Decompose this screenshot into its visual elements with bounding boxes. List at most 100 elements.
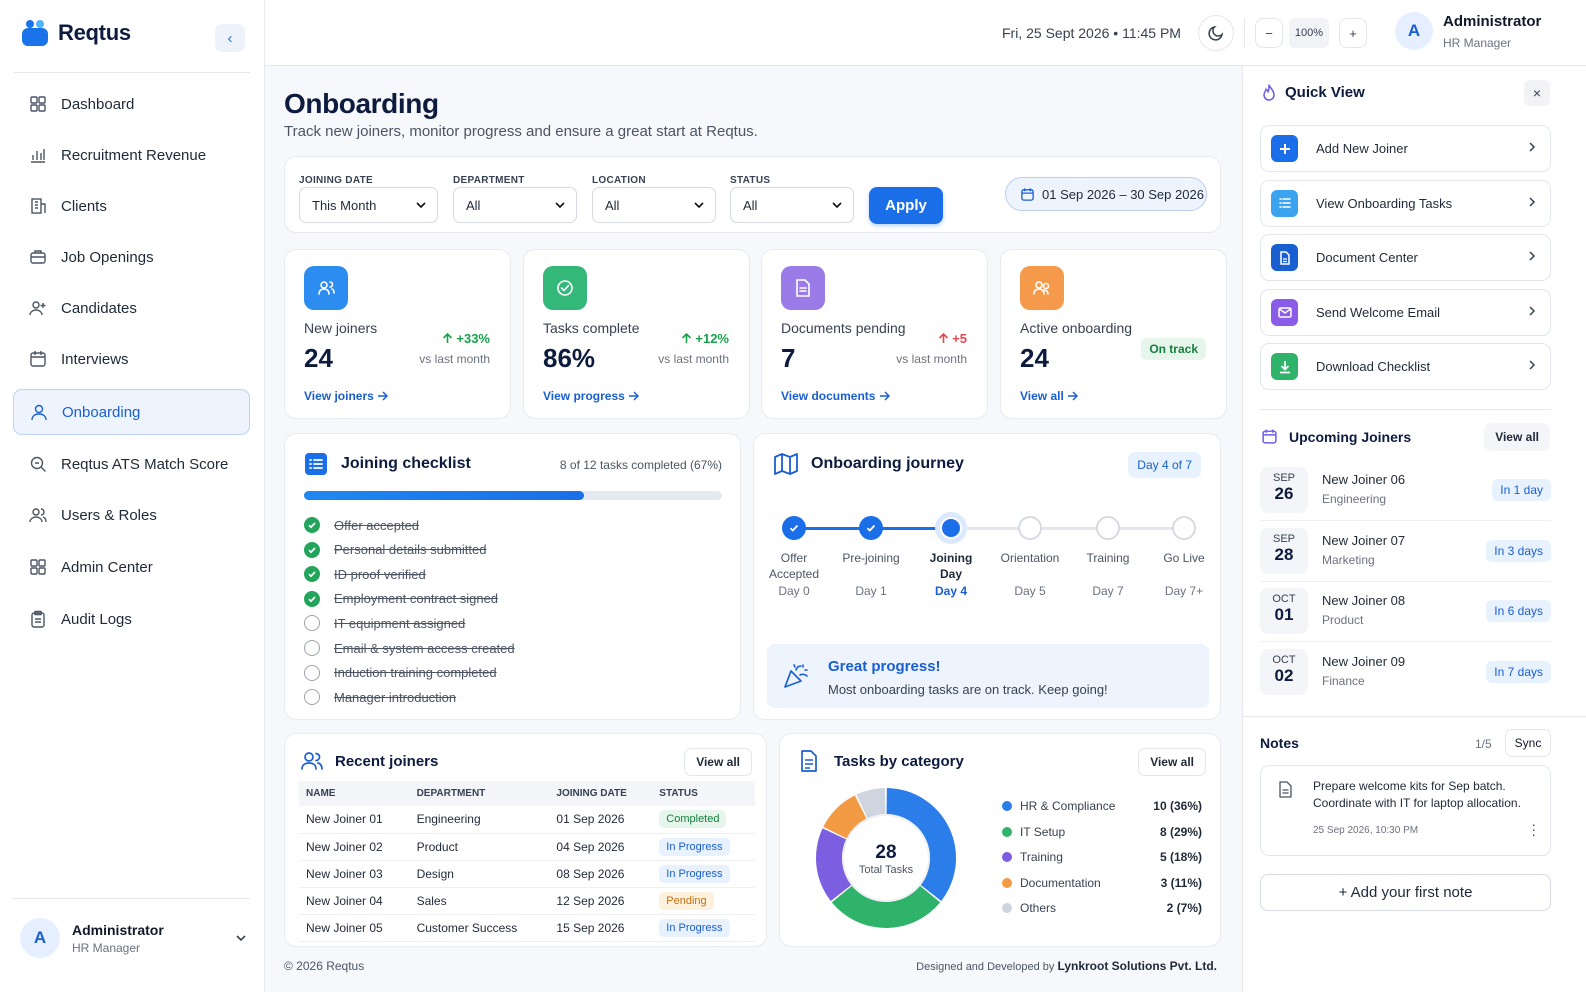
sidebar-item-reqtus-ats-match-score[interactable]: Reqtus ATS Match Score — [13, 441, 250, 487]
calendar-icon — [30, 351, 46, 367]
apply-button[interactable]: Apply — [869, 187, 943, 224]
app-logo[interactable]: Reqtus — [20, 18, 131, 48]
table-cell: New Joiner 02 — [299, 833, 410, 861]
kpi-link[interactable]: View all — [1020, 389, 1079, 403]
donut-slice[interactable] — [816, 828, 852, 901]
sidebar-item-interviews[interactable]: Interviews — [13, 336, 250, 382]
arrow-right-icon — [378, 391, 389, 401]
sidebar-item-job-openings[interactable]: Job Openings — [13, 234, 250, 280]
legend-label: HR & Compliance — [1020, 799, 1116, 813]
kpi-link[interactable]: View joiners — [304, 389, 389, 403]
empty-circle-icon — [304, 689, 320, 706]
legend-item: Documentation 3 (11%) — [1002, 876, 1202, 890]
sidebar-item-recruitment-revenue[interactable]: Recruitment Revenue — [13, 132, 250, 178]
joining-date-select[interactable]: This Month — [299, 187, 438, 223]
sidebar-item-label: Candidates — [61, 299, 137, 317]
section-title: Recent joiners — [335, 753, 439, 770]
upcoming-joiner-row[interactable]: OCT 02 New Joiner 09 Finance In 7 days — [1260, 643, 1551, 703]
table-row[interactable]: New Joiner 02 Product 04 Sep 2026 In Progre… — [299, 833, 755, 861]
step-label-line: Go Live — [1163, 551, 1205, 565]
download-icon — [1271, 353, 1298, 380]
joiner-department: Product — [1322, 613, 1364, 627]
sidebar-item-admin-center[interactable]: Admin Center — [13, 544, 250, 590]
checklist-item-label: Personal details submitted — [334, 542, 487, 558]
donut-center — [842, 814, 930, 902]
quick-action-send-welcome-email[interactable]: Send Welcome Email — [1260, 288, 1551, 336]
checklist-item-label: ID proof verified — [334, 566, 426, 582]
checklist-item[interactable]: Employment contract signed — [304, 590, 498, 607]
zoom-in-button[interactable]: + — [1339, 18, 1367, 48]
kpi-link[interactable]: View progress — [543, 389, 640, 403]
donut-slice[interactable] — [823, 795, 867, 839]
checklist-item[interactable]: IT equipment assigned — [304, 615, 465, 632]
sync-button[interactable]: Sync — [1505, 729, 1551, 757]
kpi-link[interactable]: View documents — [781, 389, 890, 403]
briefcase-icon — [30, 250, 46, 264]
table-body: New Joiner 01 Engineering 01 Sep 2026 Compl… — [299, 806, 755, 942]
document-icon — [1271, 244, 1298, 271]
quick-action-view-onboarding-tasks[interactable]: View Onboarding Tasks — [1260, 179, 1551, 227]
sidebar-item-dashboard[interactable]: Dashboard — [13, 81, 250, 127]
kpi-comparison: vs last month — [658, 352, 729, 366]
legend-value: 5 (18%) — [1159, 850, 1202, 864]
sidebar-item-candidates[interactable]: Candidates — [13, 285, 250, 331]
sidebar-user-menu[interactable]: A Administrator HR Manager — [20, 918, 248, 958]
checklist-item[interactable]: Email & system access created — [304, 640, 515, 656]
table-cell: Customer Success — [409, 914, 550, 942]
upcoming-joiner-row[interactable]: OCT 01 New Joiner 08 Product In 6 days — [1260, 582, 1551, 642]
topbar-user-menu[interactable]: A Administrator HR Manager — [1395, 12, 1541, 50]
sidebar-item-audit-logs[interactable]: Audit Logs — [13, 596, 250, 642]
more-options-icon[interactable]: · · · — [1531, 816, 1536, 842]
table-row[interactable]: New Joiner 01 Engineering 01 Sep 2026 Compl… — [299, 806, 755, 834]
date-range-picker[interactable]: 01 Sep 2026 – 30 Sep 2026 — [1005, 177, 1207, 211]
delta-value: +12% — [695, 331, 729, 346]
table-row[interactable]: New Joiner 04 Sales 12 Sep 2026 Pending — [299, 887, 755, 915]
upcoming-joiner-row[interactable]: SEP 28 New Joiner 07 Marketing In 3 days — [1260, 522, 1551, 582]
collapse-sidebar-button[interactable]: ‹ — [215, 24, 245, 52]
close-panel-button[interactable]: × — [1524, 80, 1550, 106]
bar-chart-icon — [31, 149, 45, 163]
sidebar-item-label: Reqtus ATS Match Score — [61, 455, 229, 473]
column-header: NAME — [299, 781, 410, 806]
quick-action-add-new-joiner[interactable]: Add New Joiner — [1260, 125, 1551, 172]
journey-step[interactable]: Offer Accepted Day 0 — [754, 516, 834, 598]
countdown-badge: In 6 days — [1486, 600, 1551, 622]
table-row[interactable]: New Joiner 03 Design 08 Sep 2026 In Progres… — [299, 860, 755, 888]
upcoming-joiner-row[interactable]: SEP 26 New Joiner 06 Engineering In 1 day — [1260, 461, 1551, 521]
checklist-item[interactable]: Manager introduction — [304, 689, 456, 706]
current-datetime: Fri, 25 Sept 2026 • 11:45 PM — [1002, 25, 1181, 41]
table-cell: In Progress — [652, 860, 755, 888]
donut-slice[interactable] — [831, 885, 941, 928]
donut-slice[interactable] — [856, 788, 886, 819]
link-label: View joiners — [304, 389, 374, 403]
journey-step[interactable]: Orientation Day 5 — [990, 516, 1070, 598]
journey-step[interactable]: Pre-joining Day 1 — [831, 516, 911, 598]
journey-step[interactable]: Go Live Day 7+ — [1144, 516, 1224, 598]
chevron-down-icon — [555, 202, 565, 209]
note-card[interactable]: Prepare welcome kits for Sep batch. Coor… — [1260, 765, 1551, 856]
checklist-item[interactable]: Personal details submitted — [304, 541, 487, 558]
checklist-item[interactable]: Offer accepted — [304, 517, 419, 533]
journey-step[interactable]: Joining Day Day 4 — [911, 512, 991, 598]
add-note-button[interactable]: + Add your first note — [1260, 874, 1551, 911]
checklist-item[interactable]: ID proof verified — [304, 566, 426, 583]
view-all-button[interactable]: View all — [684, 748, 752, 776]
quick-action-document-center[interactable]: Document Center — [1260, 234, 1551, 281]
zoom-out-button[interactable]: − — [1255, 18, 1283, 48]
sidebar-item-clients[interactable]: Clients — [13, 183, 250, 229]
view-all-button[interactable]: View all — [1484, 423, 1550, 451]
location-select[interactable]: All — [592, 187, 716, 223]
quick-action-download-checklist[interactable]: Download Checklist — [1260, 343, 1551, 390]
sidebar-item-onboarding[interactable]: Onboarding — [13, 389, 250, 435]
theme-toggle-button[interactable] — [1198, 15, 1234, 51]
checklist-item[interactable]: Induction training completed — [304, 664, 497, 681]
table-row[interactable]: New Joiner 05 Customer Success 15 Sep 2026… — [299, 914, 755, 942]
department-select[interactable]: All — [453, 187, 577, 223]
sidebar-item-users-roles[interactable]: Users & Roles — [13, 492, 250, 538]
divider — [1244, 18, 1245, 48]
journey-step[interactable]: Training Day 7 — [1068, 516, 1148, 598]
status-select[interactable]: All — [730, 187, 854, 223]
donut-slice[interactable] — [886, 788, 956, 901]
arrow-right-icon — [1068, 391, 1079, 401]
view-all-button[interactable]: View all — [1138, 748, 1206, 776]
